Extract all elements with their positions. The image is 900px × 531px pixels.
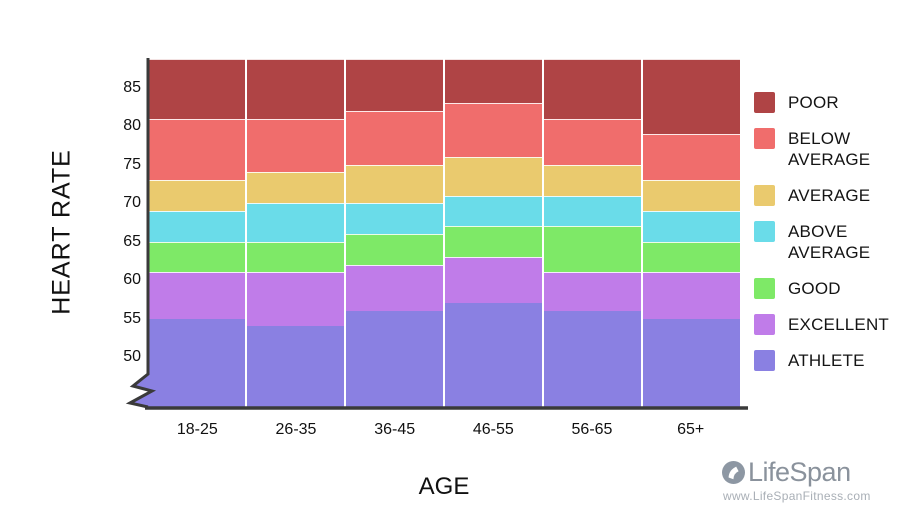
column-18-25 [148,59,247,409]
band-below-average [643,134,740,181]
x-tick-26-35: 26-35 [275,421,317,438]
band-average [544,164,641,196]
legend-label-below-average: BELOW AVERAGE [788,129,871,169]
band-excellent [643,272,740,319]
legend-swatch-average [754,185,775,206]
legend-item-average: AVERAGE [754,185,898,206]
band-above-average [247,203,344,242]
band-excellent [445,257,542,304]
band-below-average [148,118,245,181]
band-average [247,172,344,204]
band-poor [346,59,443,111]
band-above-average [148,210,245,242]
column-65- [643,59,740,409]
legend-item-excellent: EXCELLENT [754,314,898,335]
band-average [346,164,443,204]
band-excellent [346,264,443,311]
band-excellent [544,272,641,311]
column-26-35 [247,59,346,409]
legend-swatch-below-average [754,128,775,149]
y-tick-75: 75 [123,155,141,173]
band-good [346,234,443,265]
band-below-average [544,118,641,165]
legend-swatch-excellent [754,314,775,335]
y-tick-55: 55 [123,309,141,327]
band-good [643,241,740,273]
band-athlete [247,326,344,409]
legend-swatch-athlete [754,350,775,371]
y-tick-65: 65 [123,232,141,250]
legend-label-excellent: EXCELLENT [788,315,890,334]
band-poor [247,59,344,119]
band-excellent [148,272,245,319]
band-good [148,241,245,273]
x-tick-65-: 65+ [677,421,705,438]
legend-label-poor: POOR [788,93,839,112]
legend-label-good: GOOD [788,279,841,298]
lifespan-logo-icon [722,461,745,484]
y-tick-80: 80 [123,117,141,135]
band-athlete [643,318,740,409]
band-athlete [544,310,641,409]
lifespan-logo-text: LifeSpan [748,457,851,487]
band-poor [148,59,245,119]
band-below-average [247,118,344,173]
legend-swatch-above-average [754,221,775,242]
band-good [247,241,344,273]
band-athlete [445,303,542,409]
band-above-average [544,195,641,227]
band-below-average [346,110,443,165]
legend-label-athlete: ATHLETE [788,351,865,370]
x-tick-18-25: 18-25 [176,421,218,438]
plot-area [148,59,740,409]
lifespan-logo: LifeSpan www.LifeSpanFitness.com [722,457,871,503]
x-axis-title: AGE [418,473,470,500]
band-good [544,226,641,273]
band-average [445,157,542,196]
band-above-average [346,203,443,234]
column-56-65 [544,59,643,409]
band-above-average [643,210,740,242]
band-below-average [445,103,542,158]
band-good [445,226,542,258]
band-average [148,180,245,211]
band-excellent [247,272,344,327]
column-46-55 [445,59,544,409]
legend-item-poor: POOR [754,92,898,113]
column-36-45 [346,59,445,409]
y-tick-70: 70 [123,194,141,212]
lifespan-website: www.LifeSpanFitness.com [723,489,871,503]
legend-item-above-average: ABOVE AVERAGE [754,221,898,263]
legend-swatch-poor [754,92,775,113]
y-tick-60: 60 [123,271,141,289]
legend-label-above-average: ABOVE AVERAGE [788,222,871,262]
x-tick-46-55: 46-55 [472,421,514,438]
band-above-average [445,195,542,227]
y-tick-85: 85 [123,78,141,96]
legend-item-good: GOOD [754,278,898,299]
band-athlete [148,318,245,409]
y-axis-title: HEART RATE [47,149,76,315]
x-tick-56-65: 56-65 [571,421,613,438]
legend-swatch-good [754,278,775,299]
legend: POOR BELOW AVERAGE AVERAGE ABOVE AVERAGE GOO… [754,92,898,371]
legend-item-below-average: BELOW AVERAGE [754,128,898,170]
x-tick-36-45: 36-45 [374,421,416,438]
band-average [643,180,740,211]
band-poor [445,59,542,104]
band-athlete [346,310,443,409]
legend-item-athlete: ATHLETE [754,350,898,371]
band-poor [643,59,740,134]
legend-label-average: AVERAGE [788,186,871,205]
y-tick-50: 50 [123,348,141,366]
band-poor [544,59,641,119]
